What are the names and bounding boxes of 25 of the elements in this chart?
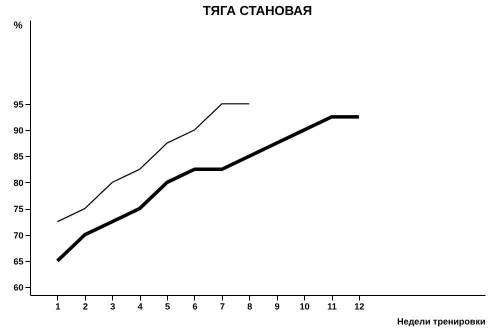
x-tick-label: 10 <box>300 302 310 312</box>
y-tick-label: 65 <box>13 256 24 266</box>
x-tick-label: 1 <box>55 302 60 312</box>
y-axis-title: % <box>14 20 23 32</box>
y-tick-label: 85 <box>13 152 24 162</box>
y-tick-label: 75 <box>13 204 24 214</box>
x-tick-label: 7 <box>220 302 225 312</box>
line-series <box>56 115 361 263</box>
x-tick-label: 6 <box>192 302 198 312</box>
chart-title: ТЯГА СТАНОВАЯ <box>202 3 312 18</box>
x-tick-label: 12 <box>354 302 364 312</box>
y-tick-label: 80 <box>13 178 24 188</box>
x-tick-label: 8 <box>247 302 252 312</box>
x-axis-title: Недели тренировки <box>397 316 486 326</box>
x-tick-label: 5 <box>165 302 170 312</box>
line-series <box>56 103 250 222</box>
x-tick-label: 2 <box>82 302 88 312</box>
y-tick-label: 60 <box>13 282 24 293</box>
y-tick-label: 95 <box>13 99 24 110</box>
y-tick-label: 90 <box>13 126 24 136</box>
x-tick-label: 11 <box>327 302 337 312</box>
x-tick-label: 9 <box>274 302 280 312</box>
x-tick-label: 4 <box>138 302 143 312</box>
x-tick-label: 3 <box>110 302 116 312</box>
y-tick-label: 70 <box>13 230 24 240</box>
